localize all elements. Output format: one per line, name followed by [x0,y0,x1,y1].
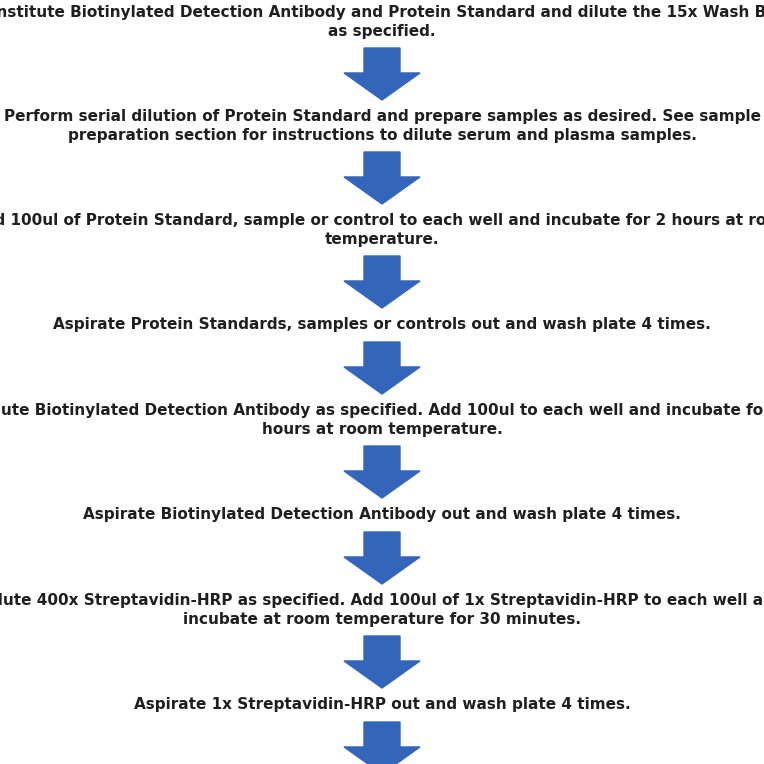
Text: Dilute Biotinylated Detection Antibody as specified. Add 100ul to each well and : Dilute Biotinylated Detection Antibody a… [0,403,764,437]
Polygon shape [344,152,420,204]
Polygon shape [344,446,420,498]
Text: Add 100ul of Protein Standard, sample or control to each well and incubate for 2: Add 100ul of Protein Standard, sample or… [0,213,764,247]
Text: Aspirate Protein Standards, samples or controls out and wash plate 4 times.: Aspirate Protein Standards, samples or c… [53,318,711,332]
Text: Dilute 400x Streptavidin-HRP as specified. Add 100ul of 1x Streptavidin-HRP to e: Dilute 400x Streptavidin-HRP as specifie… [0,593,764,627]
Text: Aspirate Biotinylated Detection Antibody out and wash plate 4 times.: Aspirate Biotinylated Detection Antibody… [83,507,681,523]
Polygon shape [344,342,420,394]
Polygon shape [344,722,420,764]
Polygon shape [344,636,420,688]
Polygon shape [344,48,420,100]
Polygon shape [344,256,420,308]
Text: Aspirate 1x Streptavidin-HRP out and wash plate 4 times.: Aspirate 1x Streptavidin-HRP out and was… [134,698,630,713]
Text: Perform serial dilution of Protein Standard and prepare samples as desired. See : Perform serial dilution of Protein Stand… [4,109,760,143]
Text: Reconstitute Biotinylated Detection Antibody and Protein Standard and dilute the: Reconstitute Biotinylated Detection Anti… [0,5,764,39]
Polygon shape [344,532,420,584]
